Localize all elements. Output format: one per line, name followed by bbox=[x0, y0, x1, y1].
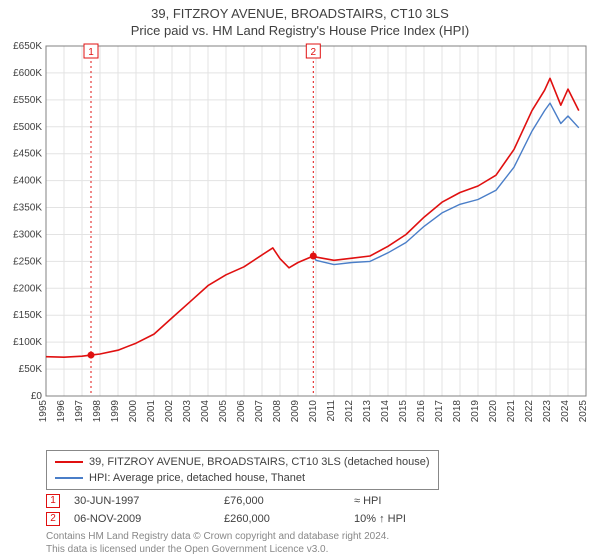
svg-text:2007: 2007 bbox=[254, 400, 265, 423]
svg-text:2012: 2012 bbox=[344, 400, 355, 423]
svg-text:£300K: £300K bbox=[13, 229, 42, 240]
svg-text:£350K: £350K bbox=[13, 203, 42, 214]
svg-text:2018: 2018 bbox=[452, 400, 463, 423]
svg-text:1998: 1998 bbox=[92, 400, 103, 423]
svg-text:2021: 2021 bbox=[506, 400, 517, 423]
legend-item: 39, FITZROY AVENUE, BROADSTAIRS, CT10 3L… bbox=[55, 454, 430, 470]
transaction-price: £260,000 bbox=[224, 510, 354, 528]
svg-text:1996: 1996 bbox=[56, 400, 67, 423]
svg-text:2024: 2024 bbox=[560, 400, 571, 423]
svg-text:1997: 1997 bbox=[74, 400, 85, 423]
svg-text:£650K: £650K bbox=[13, 41, 42, 52]
svg-text:£100K: £100K bbox=[13, 337, 42, 348]
transaction-marker-icon: 1 bbox=[46, 494, 60, 508]
svg-text:1999: 1999 bbox=[110, 400, 121, 423]
svg-text:2019: 2019 bbox=[470, 400, 481, 423]
svg-text:£450K: £450K bbox=[13, 149, 42, 160]
svg-text:£600K: £600K bbox=[13, 68, 42, 79]
svg-text:2000: 2000 bbox=[128, 400, 139, 423]
svg-text:2025: 2025 bbox=[578, 400, 589, 423]
svg-text:2009: 2009 bbox=[290, 400, 301, 423]
svg-text:2: 2 bbox=[311, 47, 317, 58]
svg-text:2005: 2005 bbox=[218, 400, 229, 423]
svg-text:2014: 2014 bbox=[380, 400, 391, 423]
legend-swatch bbox=[55, 477, 83, 479]
footer-attribution: Contains HM Land Registry data © Crown c… bbox=[46, 530, 389, 556]
svg-text:2013: 2013 bbox=[362, 400, 373, 423]
svg-text:2015: 2015 bbox=[398, 400, 409, 423]
transaction-date: 06-NOV-2009 bbox=[74, 510, 224, 528]
legend-swatch bbox=[55, 461, 83, 463]
svg-text:2023: 2023 bbox=[542, 400, 553, 423]
svg-text:2022: 2022 bbox=[524, 400, 535, 423]
title-line2: Price paid vs. HM Land Registry's House … bbox=[0, 23, 600, 38]
svg-text:2016: 2016 bbox=[416, 400, 427, 423]
svg-text:1995: 1995 bbox=[38, 400, 49, 423]
legend-label: HPI: Average price, detached house, Than… bbox=[89, 472, 305, 484]
transaction-date: 30-JUN-1997 bbox=[74, 492, 224, 510]
svg-text:2008: 2008 bbox=[272, 400, 283, 423]
transaction-price: £76,000 bbox=[224, 492, 354, 510]
price-chart: £0£50K£100K£150K£200K£250K£300K£350K£400… bbox=[0, 38, 600, 440]
transaction-marker-icon: 2 bbox=[46, 512, 60, 526]
legend-label: 39, FITZROY AVENUE, BROADSTAIRS, CT10 3L… bbox=[89, 456, 430, 468]
svg-text:1: 1 bbox=[88, 47, 94, 58]
svg-text:2020: 2020 bbox=[488, 400, 499, 423]
svg-text:£200K: £200K bbox=[13, 283, 42, 294]
svg-text:2010: 2010 bbox=[308, 400, 319, 423]
transaction-delta: 10% ↑ HPI bbox=[354, 510, 406, 528]
table-row: 2 06-NOV-2009 £260,000 10% ↑ HPI bbox=[46, 510, 406, 528]
footer-line: This data is licensed under the Open Gov… bbox=[46, 543, 389, 556]
svg-text:£400K: £400K bbox=[13, 176, 42, 187]
svg-text:£150K: £150K bbox=[13, 310, 42, 321]
svg-text:2004: 2004 bbox=[200, 400, 211, 423]
title-line1: 39, FITZROY AVENUE, BROADSTAIRS, CT10 3L… bbox=[0, 6, 600, 21]
svg-text:£50K: £50K bbox=[19, 364, 43, 375]
svg-text:2001: 2001 bbox=[146, 400, 157, 423]
transaction-delta: ≈ HPI bbox=[354, 492, 406, 510]
svg-text:2006: 2006 bbox=[236, 400, 247, 423]
svg-text:2011: 2011 bbox=[326, 400, 337, 422]
legend-item: HPI: Average price, detached house, Than… bbox=[55, 470, 430, 486]
svg-text:£250K: £250K bbox=[13, 256, 42, 267]
transactions-table: 1 30-JUN-1997 £76,000 ≈ HPI 2 06-NOV-200… bbox=[46, 492, 406, 528]
legend: 39, FITZROY AVENUE, BROADSTAIRS, CT10 3L… bbox=[46, 450, 439, 490]
svg-text:£550K: £550K bbox=[13, 95, 42, 106]
table-row: 1 30-JUN-1997 £76,000 ≈ HPI bbox=[46, 492, 406, 510]
svg-text:2017: 2017 bbox=[434, 400, 445, 423]
footer-line: Contains HM Land Registry data © Crown c… bbox=[46, 530, 389, 543]
svg-text:2003: 2003 bbox=[182, 400, 193, 423]
svg-text:£500K: £500K bbox=[13, 122, 42, 133]
svg-text:2002: 2002 bbox=[164, 400, 175, 423]
chart-title: 39, FITZROY AVENUE, BROADSTAIRS, CT10 3L… bbox=[0, 0, 600, 38]
